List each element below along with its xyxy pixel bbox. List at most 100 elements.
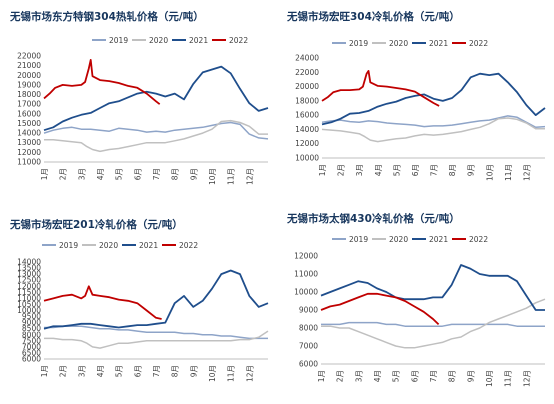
x-tick-label: 7月 [429, 370, 438, 382]
x-tick-label: 10月 [208, 168, 217, 185]
y-tick-label: 13000 [17, 270, 41, 279]
chart-panel-1: 无锡市场宏旺304冷轧价格（元/吨） 2019 2020 2021 2022 10000… [277, 0, 554, 202]
series-line-2021 [320, 264, 545, 311]
series-line-2020 [321, 117, 545, 143]
series-line-2022 [43, 59, 161, 105]
x-tick-label: 12月 [245, 365, 254, 382]
legend-label-2022: 2022 [229, 36, 248, 45]
y-tick-label: 16000 [17, 109, 41, 118]
x-tick-label: 2月 [59, 365, 68, 377]
x-tick-label: 1月 [317, 370, 326, 382]
y-tick-label: 12000 [17, 148, 41, 157]
legend-label-2021: 2021 [429, 235, 448, 244]
x-tick-label: 7月 [430, 164, 439, 176]
series-line-2020 [44, 330, 269, 349]
series-line-2019 [43, 121, 269, 140]
chart-title: 无锡市场宏旺201冷轧价格（元/吨） [9, 218, 183, 231]
x-tick-label: 8月 [171, 365, 180, 377]
y-tick-label: 13500 [17, 264, 41, 273]
x-tick-label: 4月 [96, 168, 105, 180]
series-line-2021 [43, 65, 269, 132]
y-tick-label: 8500 [22, 324, 41, 333]
x-tick-label: 9月 [467, 164, 476, 176]
x-tick-label: 1月 [40, 168, 49, 180]
chart-title: 无锡市场太钢430冷轧价格（元/吨） [286, 212, 460, 225]
y-tick-label: 22000 [17, 52, 41, 61]
x-tick-label: 8月 [171, 168, 180, 180]
chart-title: 无锡市场东方特钢304热轧价格（元/吨） [9, 10, 204, 23]
legend-label-2020: 2020 [389, 39, 408, 48]
y-tick-label: 9000 [22, 318, 41, 327]
y-tick-label: 12000 [295, 139, 319, 148]
legend-label-2019: 2019 [59, 241, 78, 250]
x-tick-label: 12月 [245, 168, 254, 185]
x-tick-label: 4月 [96, 365, 105, 377]
y-tick-label: 18000 [17, 90, 41, 99]
legend-label-2022: 2022 [179, 241, 198, 250]
y-tick-label: 10000 [17, 306, 41, 315]
y-tick-label: 18000 [295, 96, 319, 105]
x-tick-label: 4月 [374, 164, 383, 176]
legend-label-2022: 2022 [469, 235, 488, 244]
series-line-2022 [321, 70, 440, 107]
series-line-2021 [43, 269, 269, 330]
x-tick-label: 6月 [410, 370, 419, 382]
chart-panel-0: 无锡市场东方特钢304热轧价格（元/吨） 2019 2020 2021 2022 110… [0, 0, 277, 202]
legend-label-2020: 2020 [389, 235, 408, 244]
x-tick-label: 11月 [227, 365, 236, 382]
y-tick-label: 12000 [17, 282, 41, 291]
y-tick-label: 24000 [295, 54, 319, 63]
y-tick-label: 11500 [17, 288, 41, 297]
legend-label-2019: 2019 [349, 39, 368, 48]
y-tick-label: 7000 [299, 342, 318, 351]
x-tick-label: 8月 [448, 164, 457, 176]
x-tick-label: 10月 [485, 370, 494, 387]
x-tick-label: 5月 [115, 365, 124, 377]
y-tick-label: 15000 [17, 119, 41, 128]
x-tick-label: 3月 [354, 370, 363, 382]
chart-svg-2: 无锡市场宏旺201冷轧价格（元/吨） 2019 2020 2021 202260006… [9, 218, 269, 382]
y-tick-label: 9500 [22, 312, 41, 321]
x-tick-label: 2月 [337, 164, 346, 176]
x-tick-label: 11月 [504, 164, 513, 181]
y-tick-label: 19000 [17, 80, 41, 89]
y-tick-label: 17000 [17, 100, 41, 109]
x-tick-label: 5月 [392, 370, 401, 382]
y-tick-label: 13000 [17, 138, 41, 147]
x-tick-label: 3月 [77, 365, 86, 377]
legend-label-2021: 2021 [189, 36, 208, 45]
x-tick-label: 9月 [189, 168, 198, 180]
legend-label-2020: 2020 [149, 36, 168, 45]
x-tick-label: 6月 [133, 365, 142, 377]
y-tick-label: 6000 [299, 360, 318, 369]
x-tick-label: 1月 [318, 164, 327, 176]
series-line-2022 [320, 292, 440, 326]
chart-panel-2: 无锡市场宏旺201冷轧价格（元/吨） 2019 2020 2021 2022 6000 6… [0, 202, 277, 404]
x-tick-label: 10月 [485, 164, 494, 181]
y-tick-label: 14000 [295, 125, 319, 134]
y-tick-label: 14000 [17, 258, 41, 267]
series-line-2022 [43, 285, 162, 320]
x-tick-label: 7月 [152, 168, 161, 180]
legend-label-2021: 2021 [429, 39, 448, 48]
x-tick-label: 9月 [466, 370, 475, 382]
y-tick-label: 11000 [294, 270, 318, 279]
x-tick-label: 6月 [133, 168, 142, 180]
y-tick-label: 12000 [294, 252, 318, 261]
y-tick-label: 6000 [22, 355, 41, 364]
y-tick-label: 20000 [17, 71, 41, 80]
x-tick-label: 5月 [392, 164, 401, 176]
y-tick-label: 10500 [17, 300, 41, 309]
y-tick-label: 8000 [22, 330, 41, 339]
chart-svg-0: 无锡市场东方特钢304热轧价格（元/吨） 2019 2020 2021 2022 110… [9, 10, 269, 185]
x-tick-label: 2月 [59, 168, 68, 180]
y-tick-label: 16000 [295, 111, 319, 120]
series-line-2019 [321, 115, 546, 129]
legend-label-2019: 2019 [109, 36, 128, 45]
y-tick-label: 12500 [17, 276, 41, 285]
x-tick-label: 4月 [373, 370, 382, 382]
x-tick-label: 7月 [152, 365, 161, 377]
y-tick-label: 10000 [294, 288, 318, 297]
x-tick-label: 10月 [208, 365, 217, 382]
y-tick-label: 6500 [22, 348, 41, 357]
